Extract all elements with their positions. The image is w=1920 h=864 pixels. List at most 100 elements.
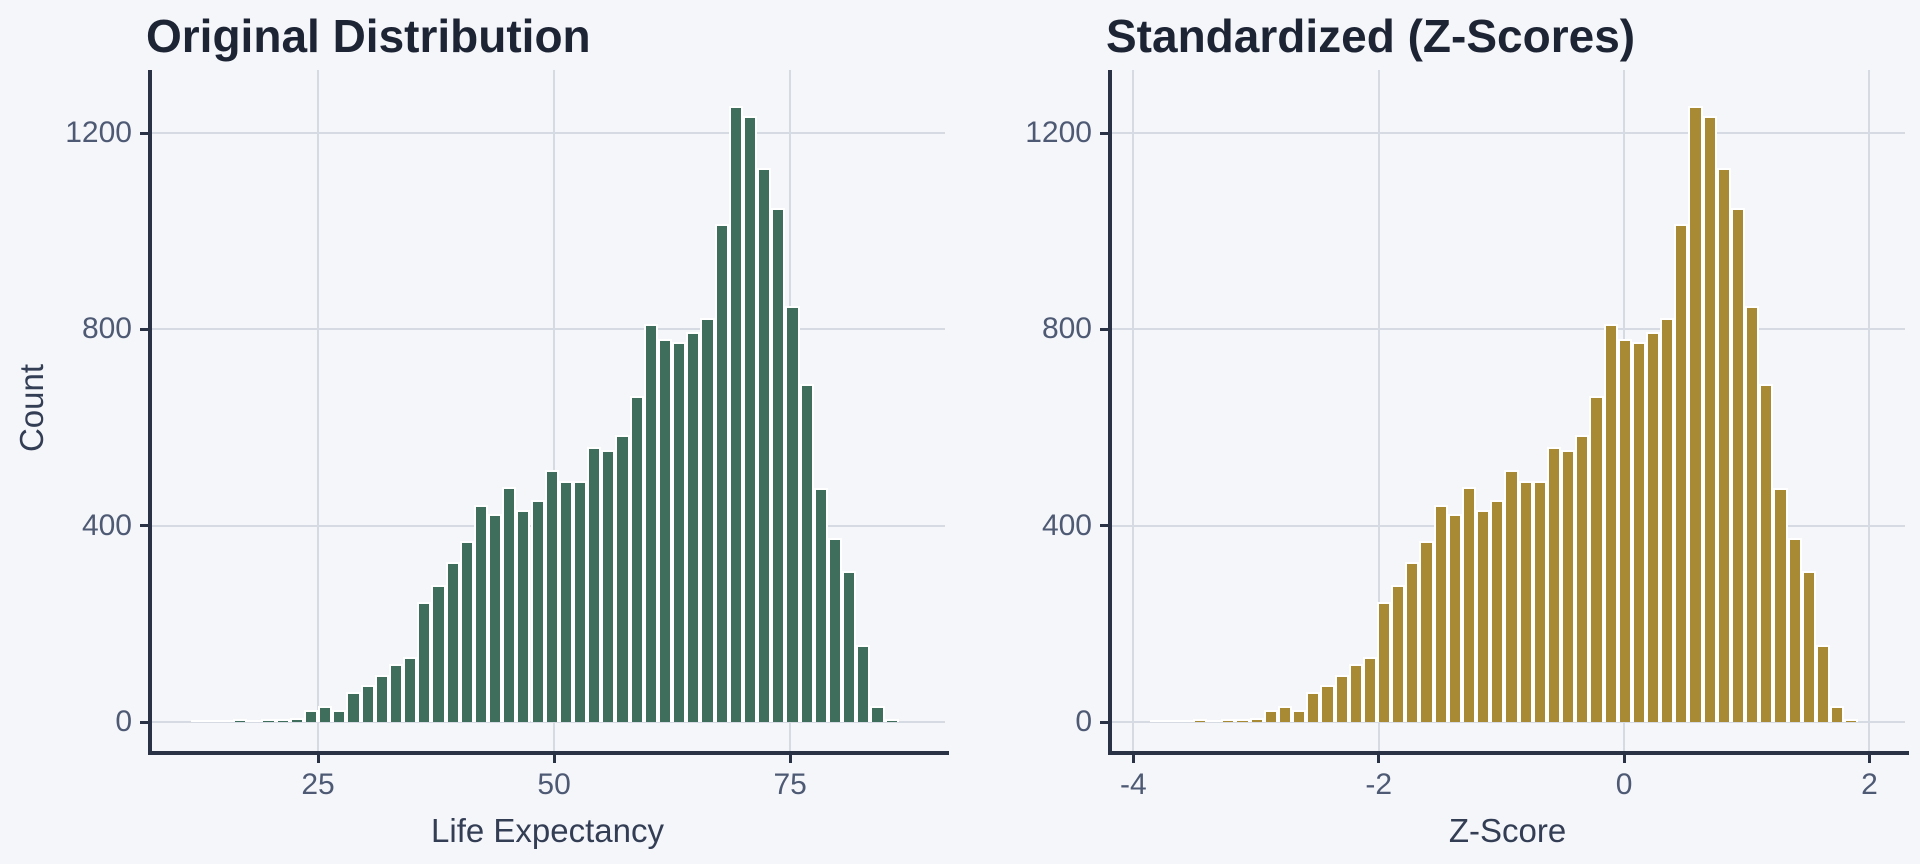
histogram-bar [1192,719,1208,722]
histogram-bar [587,446,602,722]
histogram-bar [332,709,347,722]
y-tick-label: 800 [81,312,132,346]
y-axis-line [1108,70,1112,755]
histogram-bar [558,480,573,722]
histogram-bar [1745,305,1760,722]
histogram-bar [1263,709,1278,722]
x-tick-label: -2 [1365,768,1393,801]
histogram-bar [1419,541,1434,722]
histogram-bar [771,207,786,722]
histogram-bar [1674,223,1689,722]
histogram-bar [388,664,404,722]
histogram-bar [884,719,899,722]
histogram-bar [218,719,234,722]
histogram-bar [1461,487,1477,722]
histogram-bar [275,718,290,722]
histogram-bar [1801,570,1816,722]
histogram-bar [1405,561,1420,722]
histogram-bar [1433,504,1448,722]
histogram-bar [1660,318,1675,722]
histogram-bar [544,470,559,722]
y-tick-mark [1100,720,1108,724]
histogram-bar [1377,601,1392,722]
x-tick-label: 2 [1861,768,1878,801]
x-tick-mark [316,755,320,763]
histogram-bar [757,168,772,722]
chart-title: Original Distribution [146,10,591,62]
histogram-bar [1447,513,1462,722]
histogram-bar [572,480,588,722]
histogram-bar [842,570,857,722]
histogram-bar [1730,207,1746,722]
histogram-bar [1603,323,1618,722]
histogram-bar [1334,675,1349,722]
histogram-bar [1631,341,1646,722]
histogram-bar [1830,705,1845,722]
histogram-bar [1235,718,1250,722]
y-tick-mark [140,720,148,724]
x-tick-mark [1131,755,1135,763]
histogram-bar [1546,446,1562,722]
histogram-bar [799,384,814,722]
y-tick-label: 0 [1075,705,1092,738]
histogram-bar [629,396,644,722]
histogram-bar [303,709,319,722]
histogram-bar [1787,537,1802,722]
histogram-bar [1773,487,1788,722]
histogram-bar [1561,449,1576,722]
histogram-bar [1617,339,1632,722]
x-tick-label: 75 [773,768,807,801]
histogram-bar [1362,656,1377,722]
histogram-bar [473,504,488,722]
histogram-bar [728,106,743,722]
histogram-bar [431,584,446,722]
histogram-bar [360,684,375,722]
y-tick-mark [1100,131,1108,135]
histogram-bar [1702,116,1717,722]
histogram-bar [1504,470,1519,722]
x-tick-mark [1377,755,1381,763]
histogram-bar [403,656,418,722]
histogram-bar [204,719,219,722]
x-axis-line [148,751,949,755]
histogram-bar [1348,664,1363,722]
y-tick-mark [140,327,148,331]
histogram-bar [530,499,545,722]
y-tick-label: 400 [1041,508,1092,542]
gridline-horizontal [1110,132,1905,134]
gridline-horizontal [1110,328,1905,331]
histogram-bar [488,513,503,722]
histogram-bar [686,331,701,722]
x-axis-line [1108,751,1909,755]
histogram-bar [827,537,843,722]
gridline-horizontal [150,132,945,134]
gridline-vertical [317,70,320,751]
histogram-bar [615,435,630,722]
y-tick-mark [1100,524,1108,528]
histogram-bar [1716,168,1731,722]
histogram-bar [318,706,333,722]
histogram-bar [1221,719,1236,722]
gridline-vertical [1377,70,1380,751]
x-tick-label: 50 [537,768,571,801]
histogram-bar [516,510,531,722]
histogram-bar [813,487,828,722]
histogram-bar [1532,480,1547,722]
y-axis-line [148,70,152,755]
histogram-bar [672,341,687,722]
y-tick-label: 1200 [1025,116,1092,149]
x-tick-mark [788,755,792,763]
histogram-bar [1490,499,1505,722]
gridline-horizontal [150,328,945,331]
gridline-vertical [1868,70,1871,751]
histogram-bar [601,449,616,722]
y-tick-mark [1100,327,1108,331]
histogram-bar [374,675,389,722]
histogram-bar [1207,719,1222,722]
histogram-bar [1844,719,1859,722]
x-tick-mark [1867,755,1871,763]
y-tick-label: 0 [115,705,132,738]
gridline-horizontal [150,721,945,723]
histogram-bar [1306,691,1321,722]
